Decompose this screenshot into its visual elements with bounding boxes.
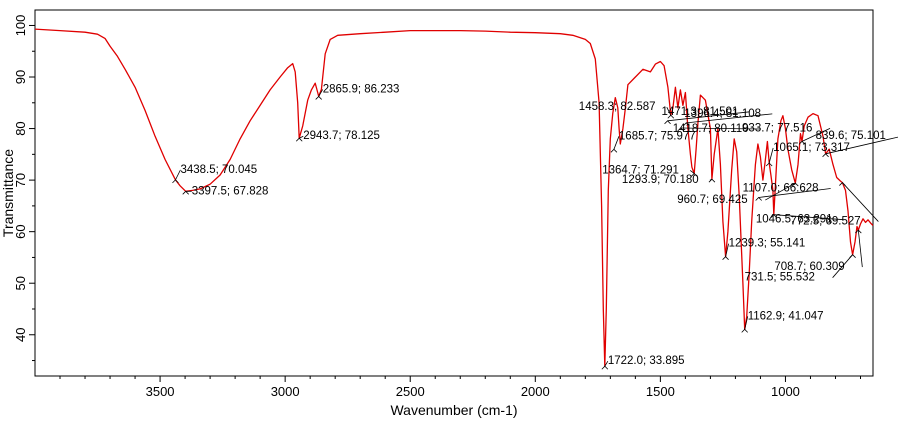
peak-label: 1396.4; 81.108 bbox=[684, 108, 761, 120]
peak-leader-line bbox=[613, 136, 620, 150]
x-tick-label: 3000 bbox=[271, 384, 300, 399]
peak-leader-line bbox=[832, 254, 853, 278]
peak-marker bbox=[855, 229, 862, 234]
peak-marker bbox=[765, 162, 773, 167]
y-axis-title: Transmittance bbox=[0, 149, 16, 237]
peak-label: 1162.9; 41.047 bbox=[748, 310, 824, 322]
peak-label: 1364.7; 71.291 bbox=[602, 164, 679, 176]
peak-label: 1685.7; 75.977 bbox=[619, 130, 696, 142]
peak-leader-line bbox=[299, 135, 304, 139]
peak-label: 1239.3; 55.141 bbox=[729, 238, 806, 250]
peak-label: 839.6; 75.101 bbox=[816, 130, 886, 142]
peak-label: 3438.5; 70.045 bbox=[180, 164, 257, 176]
peak-leader-line bbox=[758, 188, 831, 198]
peak-marker bbox=[295, 137, 303, 142]
peak-marker bbox=[822, 153, 829, 158]
plot-frame bbox=[34, 9, 874, 377]
peak-leader-line bbox=[768, 147, 774, 164]
peak-marker bbox=[839, 181, 846, 186]
x-tick-label: 3500 bbox=[146, 384, 175, 399]
peak-marker bbox=[708, 178, 716, 183]
peak-leader-line bbox=[689, 170, 695, 174]
peak-label: 1293.9; 70.180 bbox=[622, 174, 699, 186]
peak-label: 1107.0; 66.628 bbox=[743, 182, 819, 194]
peak-label: 1065.1; 73.317 bbox=[773, 142, 850, 154]
peak-leader-line bbox=[857, 230, 863, 268]
y-tick-label: 60 bbox=[13, 224, 28, 238]
peak-label: 1722.0; 33.895 bbox=[608, 355, 685, 367]
peak-label: 1471.3; 81.501 bbox=[662, 106, 739, 118]
x-tick-label: 1500 bbox=[646, 384, 675, 399]
peak-label: 1418.7; 80.110 bbox=[673, 123, 749, 135]
peak-marker bbox=[798, 140, 806, 145]
y-tick-label: 40 bbox=[13, 328, 28, 342]
y-tick-label: 70 bbox=[13, 173, 28, 187]
peak-marker bbox=[172, 179, 179, 184]
peak-leader-line bbox=[666, 107, 672, 116]
peak-marker bbox=[849, 254, 856, 258]
peak-marker bbox=[722, 256, 729, 260]
peak-marker bbox=[690, 172, 698, 177]
peak-marker bbox=[601, 365, 609, 370]
peak-annotations: 3438.5; 70.045 3397.5; 67.828 2943.7; 78.1… bbox=[172, 83, 898, 370]
peak-label: 2865.9; 86.233 bbox=[323, 83, 400, 95]
peak-label: 1458.3; 82.587 bbox=[579, 101, 656, 113]
peak-marker bbox=[683, 122, 690, 127]
peak-label: 2943.7; 78.125 bbox=[303, 130, 380, 142]
peak-marker bbox=[667, 114, 675, 119]
peak-leader-line bbox=[765, 182, 796, 201]
peak-marker bbox=[315, 95, 322, 100]
peak-marker bbox=[741, 328, 748, 333]
peak-label: 708.7; 60.309 bbox=[774, 261, 844, 273]
peak-marker bbox=[677, 127, 684, 132]
peak-marker bbox=[664, 120, 671, 125]
peak-leader-line bbox=[825, 136, 898, 155]
peak-leader-line bbox=[667, 111, 750, 122]
peak-leader-line bbox=[604, 361, 609, 367]
peak-leader-line bbox=[175, 169, 181, 181]
peak-label: 933.7; 77.516 bbox=[742, 122, 812, 134]
y-tick-label: 80 bbox=[13, 121, 28, 135]
peak-leader-line bbox=[842, 182, 879, 222]
peak-marker bbox=[182, 190, 189, 195]
peak-leader-line bbox=[801, 128, 831, 142]
y-tick-label: 90 bbox=[13, 70, 28, 84]
y-tick-label: 100 bbox=[13, 15, 28, 37]
peak-label: 1046.5; 63.291 bbox=[756, 214, 833, 226]
x-axis-title: Wavenumber (cm-1) bbox=[390, 402, 517, 418]
x-tick-label: 2500 bbox=[396, 384, 425, 399]
peak-label: 960.7; 69.425 bbox=[677, 194, 747, 206]
peak-leader-line bbox=[318, 89, 324, 97]
peak-marker bbox=[770, 214, 778, 218]
peak-label: 731.5; 55.532 bbox=[745, 272, 815, 284]
x-tick-label: 1000 bbox=[771, 384, 800, 399]
peak-leader-line bbox=[725, 243, 729, 257]
peak-marker bbox=[791, 182, 799, 187]
y-tick-label: 50 bbox=[13, 276, 28, 290]
tick-marks bbox=[29, 24, 861, 382]
peak-leader-line bbox=[686, 113, 773, 124]
peak-marker bbox=[610, 148, 618, 153]
peak-leader-line bbox=[773, 214, 844, 221]
peak-label: 3397.5; 67.828 bbox=[192, 185, 269, 197]
tick-labels: 3500 3000 2500 2000 1500 1000 40 50 60 70 80 90 100 bbox=[13, 15, 800, 399]
peak-marker bbox=[755, 196, 762, 201]
peak-leader-line bbox=[744, 316, 749, 330]
peak-label: 772.5; 69.527 bbox=[790, 216, 860, 228]
peak-leader-line bbox=[680, 127, 761, 130]
x-tick-label: 2000 bbox=[521, 384, 550, 399]
